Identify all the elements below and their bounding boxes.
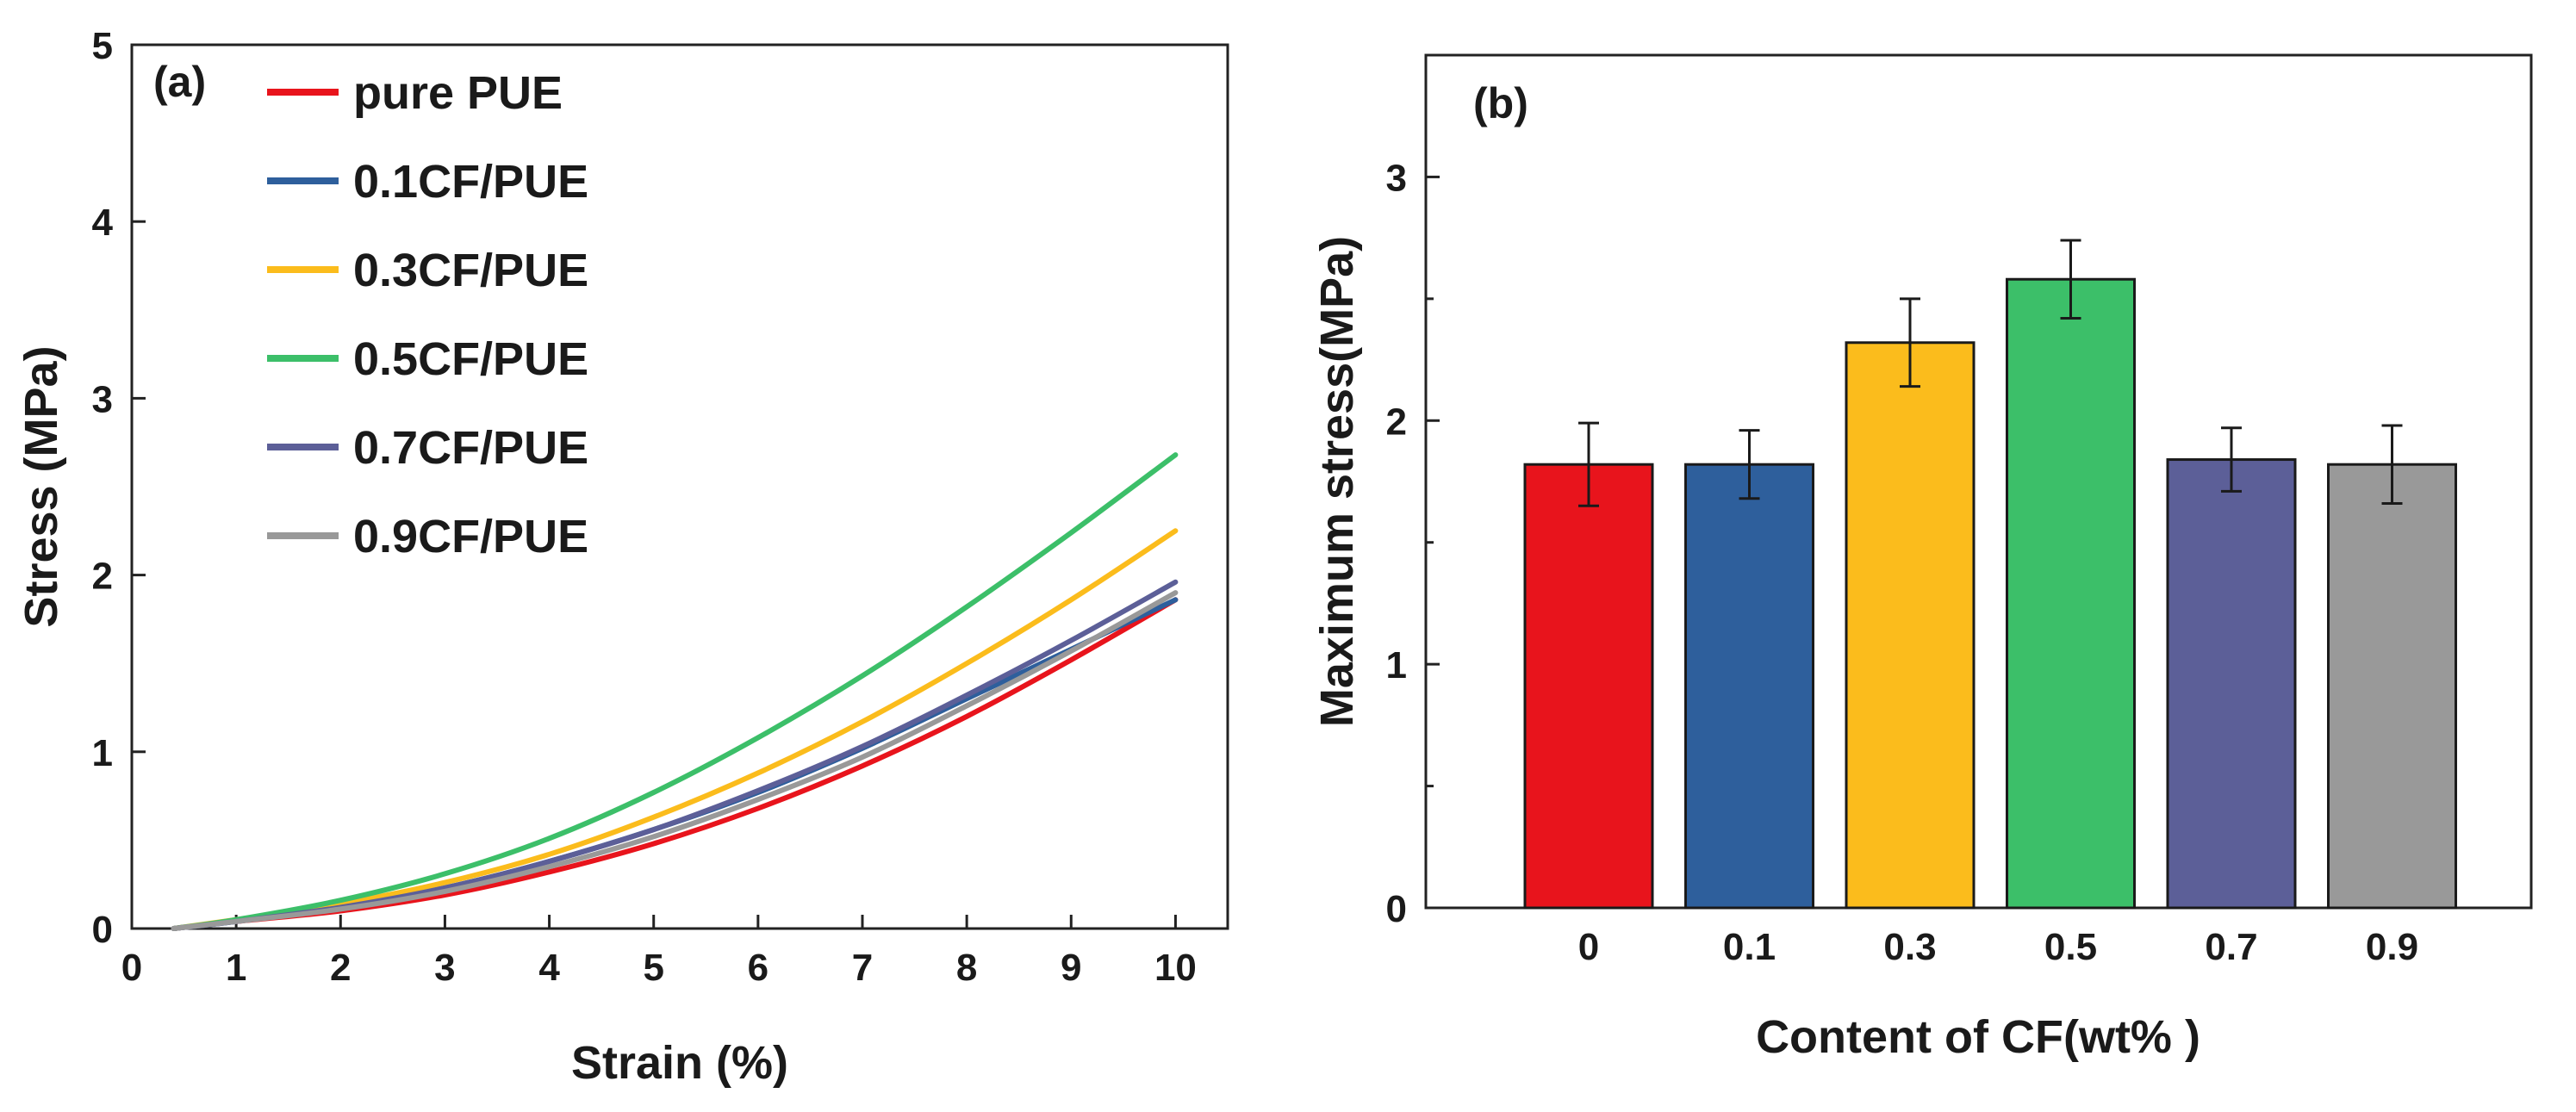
chart-a-series-line-0 xyxy=(171,597,1179,931)
chart-a-series-line-1 xyxy=(171,597,1179,931)
chart-b-bar-5 xyxy=(2327,463,2457,910)
chart-b-panel-label: (b) xyxy=(1473,79,1528,127)
chart-a-series-line-4 xyxy=(171,579,1179,931)
chart-b-x-tick-label: 0.9 xyxy=(2366,926,2418,968)
chart-a-x-tick-label: 7 xyxy=(852,947,873,989)
chart-a-x-axis-label: Strain (%) xyxy=(571,1037,788,1089)
chart-b-bars xyxy=(1523,239,2457,910)
chart-a-y-tick-label: 3 xyxy=(92,378,113,420)
chart-b-bar-2 xyxy=(1845,341,1976,910)
chart-a-legend-label: 0.1CF/PUE xyxy=(353,156,588,208)
chart-a-series-line-3 xyxy=(171,452,1179,931)
chart-a-legend: pure PUE 0.1CF/PUE 0.3CF/PUE 0.5CF/PUE 0.7CF… xyxy=(267,67,588,562)
chart-a-x-tick-label: 10 xyxy=(1154,947,1197,989)
chart-b-x-tick-label: 0 xyxy=(1578,926,1599,968)
chart-b-x-tick-label: 0.5 xyxy=(2044,926,2097,968)
chart-b-x-tick-label: 0.1 xyxy=(1723,926,1776,968)
chart-b-y-tick-label: 3 xyxy=(1386,157,1407,199)
chart-a-legend-label: 0.5CF/PUE xyxy=(353,333,588,385)
chart-a-y-tick-label: 0 xyxy=(92,909,113,951)
chart-b-y-tick-label: 1 xyxy=(1386,644,1407,686)
chart-b-bar-3 xyxy=(2006,277,2136,910)
chart-b-y-axis-label: Maximum stress(MPa) xyxy=(1311,236,1363,727)
chart-a-x-tick-label: 2 xyxy=(330,947,351,989)
chart-b-x-tick-label: 0.3 xyxy=(1883,926,1936,968)
chart-a-panel-label: (a) xyxy=(153,58,206,106)
chart-a-x-tick-label: 5 xyxy=(643,947,663,989)
chart-b-x-tick-label: 0.7 xyxy=(2205,926,2257,968)
chart-a-legend-label: 0.3CF/PUE xyxy=(353,245,588,296)
chart-a-y-tick-label: 2 xyxy=(92,556,113,598)
chart-b-y-tick-label: 2 xyxy=(1386,401,1407,443)
chart-a-x-tick-label: 4 xyxy=(538,947,560,989)
chart-a-x-tick-label: 8 xyxy=(956,947,977,989)
chart-a-x-tick-label: 3 xyxy=(434,947,455,989)
chart-a-x-tick-label: 9 xyxy=(1061,947,1081,989)
chart-b-bar-1 xyxy=(1684,463,1814,910)
chart-b-bar-0 xyxy=(1523,463,1654,910)
chart-a-plot-area xyxy=(130,43,1229,930)
chart-a-legend-label: 0.7CF/PUE xyxy=(353,422,588,474)
chart-a-y-tick-label: 1 xyxy=(92,732,113,774)
chart-b-y-tick-label: 0 xyxy=(1386,888,1407,930)
max-stress-bar-chart: (b) 0 1 2 3 0 0.1 0.3 0.5 0.7 0.9 Content of CF(… xyxy=(1311,53,2533,1063)
chart-a-x-ticks: 0 1 2 3 4 5 6 7 8 9 10 xyxy=(121,915,1197,989)
chart-a-legend-label: 0.9CF/PUE xyxy=(353,511,588,562)
chart-b-y-ticks: 0 1 2 3 xyxy=(1386,157,1440,930)
chart-a-y-axis-label: Stress (MPa) xyxy=(16,345,67,627)
chart-a-y-ticks: 0 1 2 3 4 5 xyxy=(92,25,146,951)
chart-a-y-tick-label: 5 xyxy=(92,25,113,67)
chart-a-legend-label: pure PUE xyxy=(353,67,563,119)
chart-b-x-ticks: 0 0.1 0.3 0.5 0.7 0.9 xyxy=(1578,926,2418,968)
stress-strain-chart: (a) 0 1 2 3 4 5 0 1 2 3 4 5 6 7 8 9 10 pure PUE 0.1CF/PU… xyxy=(16,25,1229,1089)
chart-a-series-line-5 xyxy=(171,590,1179,931)
chart-b-x-axis-label: Content of CF(wt% ) xyxy=(1756,1011,2200,1063)
chart-a-x-tick-label: 6 xyxy=(748,947,768,989)
chart-a-series-line-2 xyxy=(171,528,1179,931)
chart-a-x-tick-label: 1 xyxy=(226,947,246,989)
chart-a-x-tick-label: 0 xyxy=(121,947,142,989)
chart-b-bar-4 xyxy=(2166,458,2297,910)
chart-a-y-tick-label: 4 xyxy=(92,202,114,244)
chart-b-plot-area xyxy=(1424,53,2533,910)
chart-a-series xyxy=(171,452,1179,931)
